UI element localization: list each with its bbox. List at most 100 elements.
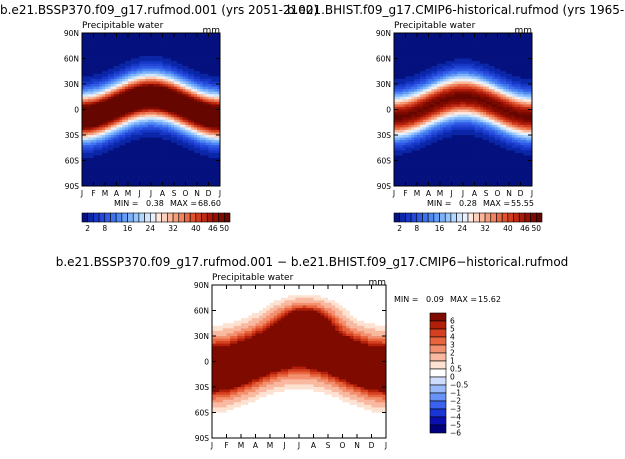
heatmap-cell [480, 56, 483, 59]
heatmap-cell [180, 155, 183, 158]
heatmap-cell [99, 178, 102, 181]
heatmap-cell [403, 107, 406, 110]
heatmap-cell [197, 43, 200, 46]
heatmap-cell [475, 51, 478, 54]
heatmap-cell [486, 53, 489, 56]
heatmap-cell [99, 74, 102, 77]
heatmap-cell [434, 117, 437, 120]
colorbar-swatch [99, 213, 105, 222]
heatmap-cell [475, 117, 478, 120]
heatmap-cell [85, 143, 88, 146]
heatmap-cell [102, 115, 105, 118]
heatmap-cell [163, 51, 166, 54]
heatmap-cell [400, 51, 403, 54]
heatmap-cell [429, 120, 432, 123]
heatmap-cell [406, 104, 409, 107]
heatmap-cell [209, 143, 212, 146]
heatmap-cell [142, 48, 145, 51]
heatmap-cell [140, 148, 143, 151]
heatmap-cell [480, 155, 483, 158]
heatmap-cell [94, 148, 97, 151]
heatmap-cell [194, 61, 197, 64]
heatmap-cell [486, 97, 489, 100]
heatmap-cell [452, 59, 455, 62]
heatmap-cell [463, 143, 466, 146]
heatmap-cell [446, 168, 449, 171]
heatmap-cell [145, 94, 148, 97]
heatmap-cell [408, 59, 411, 62]
heatmap-cell [171, 64, 174, 67]
heatmap-cell [211, 107, 214, 110]
heatmap-cell [472, 99, 475, 102]
heatmap-cell [200, 76, 203, 79]
heatmap-cell [406, 110, 409, 113]
heatmap-cell [454, 138, 457, 141]
heatmap-cell [443, 102, 446, 105]
heatmap-cell [477, 71, 480, 74]
heatmap-cell [122, 48, 125, 51]
heatmap-cell [125, 155, 128, 158]
heatmap-cell [180, 61, 183, 64]
heatmap-cell [460, 94, 463, 97]
heatmap-cell [191, 168, 194, 171]
heatmap-cell [429, 92, 432, 95]
heatmap-cell [211, 89, 214, 92]
heatmap-cell [452, 87, 455, 90]
heatmap-cell [426, 143, 429, 146]
heatmap-cell [177, 94, 180, 97]
heatmap-cell [469, 97, 472, 100]
heatmap-cell [194, 145, 197, 148]
heatmap-cell [209, 41, 212, 44]
heatmap-cell [426, 87, 429, 90]
heatmap-cell [426, 107, 429, 110]
heatmap-cell [117, 171, 120, 174]
heatmap-cell [163, 92, 166, 95]
heatmap-cell [151, 168, 154, 171]
heatmap-cell [400, 161, 403, 164]
colorbar-swatch [145, 213, 151, 222]
heatmap-cell [96, 158, 99, 161]
heatmap-cell [403, 173, 406, 176]
heatmap-cell [203, 69, 206, 72]
heatmap-cell [171, 69, 174, 72]
heatmap-cell [91, 64, 94, 67]
heatmap-cell [174, 81, 177, 84]
heatmap-cell [423, 81, 426, 84]
heatmap-cell [446, 64, 449, 67]
heatmap-cell [417, 112, 420, 115]
heatmap-cell [457, 59, 460, 62]
heatmap-cell [477, 79, 480, 82]
heatmap-cell [91, 99, 94, 102]
heatmap-cell [142, 158, 145, 161]
heatmap-cell [119, 43, 122, 46]
heatmap-cell [102, 132, 105, 135]
heatmap-cell [472, 38, 475, 41]
heatmap-cell [437, 56, 440, 59]
heatmap-cell [446, 104, 449, 107]
heatmap-cell [408, 135, 411, 138]
heatmap-cell [151, 99, 154, 102]
heatmap-cell [408, 130, 411, 133]
heatmap-cell [165, 168, 168, 171]
heatmap-cell [122, 176, 125, 179]
heatmap-cell [431, 79, 434, 82]
heatmap-cell [151, 69, 154, 72]
heatmap-cell [154, 178, 157, 181]
heatmap-cell [434, 138, 437, 141]
heatmap-cell [148, 89, 151, 92]
heatmap-cell [145, 104, 148, 107]
heatmap-cell [85, 153, 88, 156]
heatmap-cell [117, 56, 120, 59]
heatmap-cell [111, 46, 114, 49]
heatmap-cell [145, 145, 148, 148]
heatmap-cell [214, 46, 217, 49]
heatmap-cell [463, 71, 466, 74]
heatmap-cell [403, 89, 406, 92]
panel-historical: b.e21.BHIST.f09_g17.CMIP6-historical.ruf… [287, 3, 625, 233]
heatmap-cell [477, 155, 480, 158]
heatmap-cell [475, 130, 478, 133]
heatmap-cell [397, 94, 400, 97]
heatmap-cell [91, 102, 94, 105]
heatmap-cell [449, 59, 452, 62]
